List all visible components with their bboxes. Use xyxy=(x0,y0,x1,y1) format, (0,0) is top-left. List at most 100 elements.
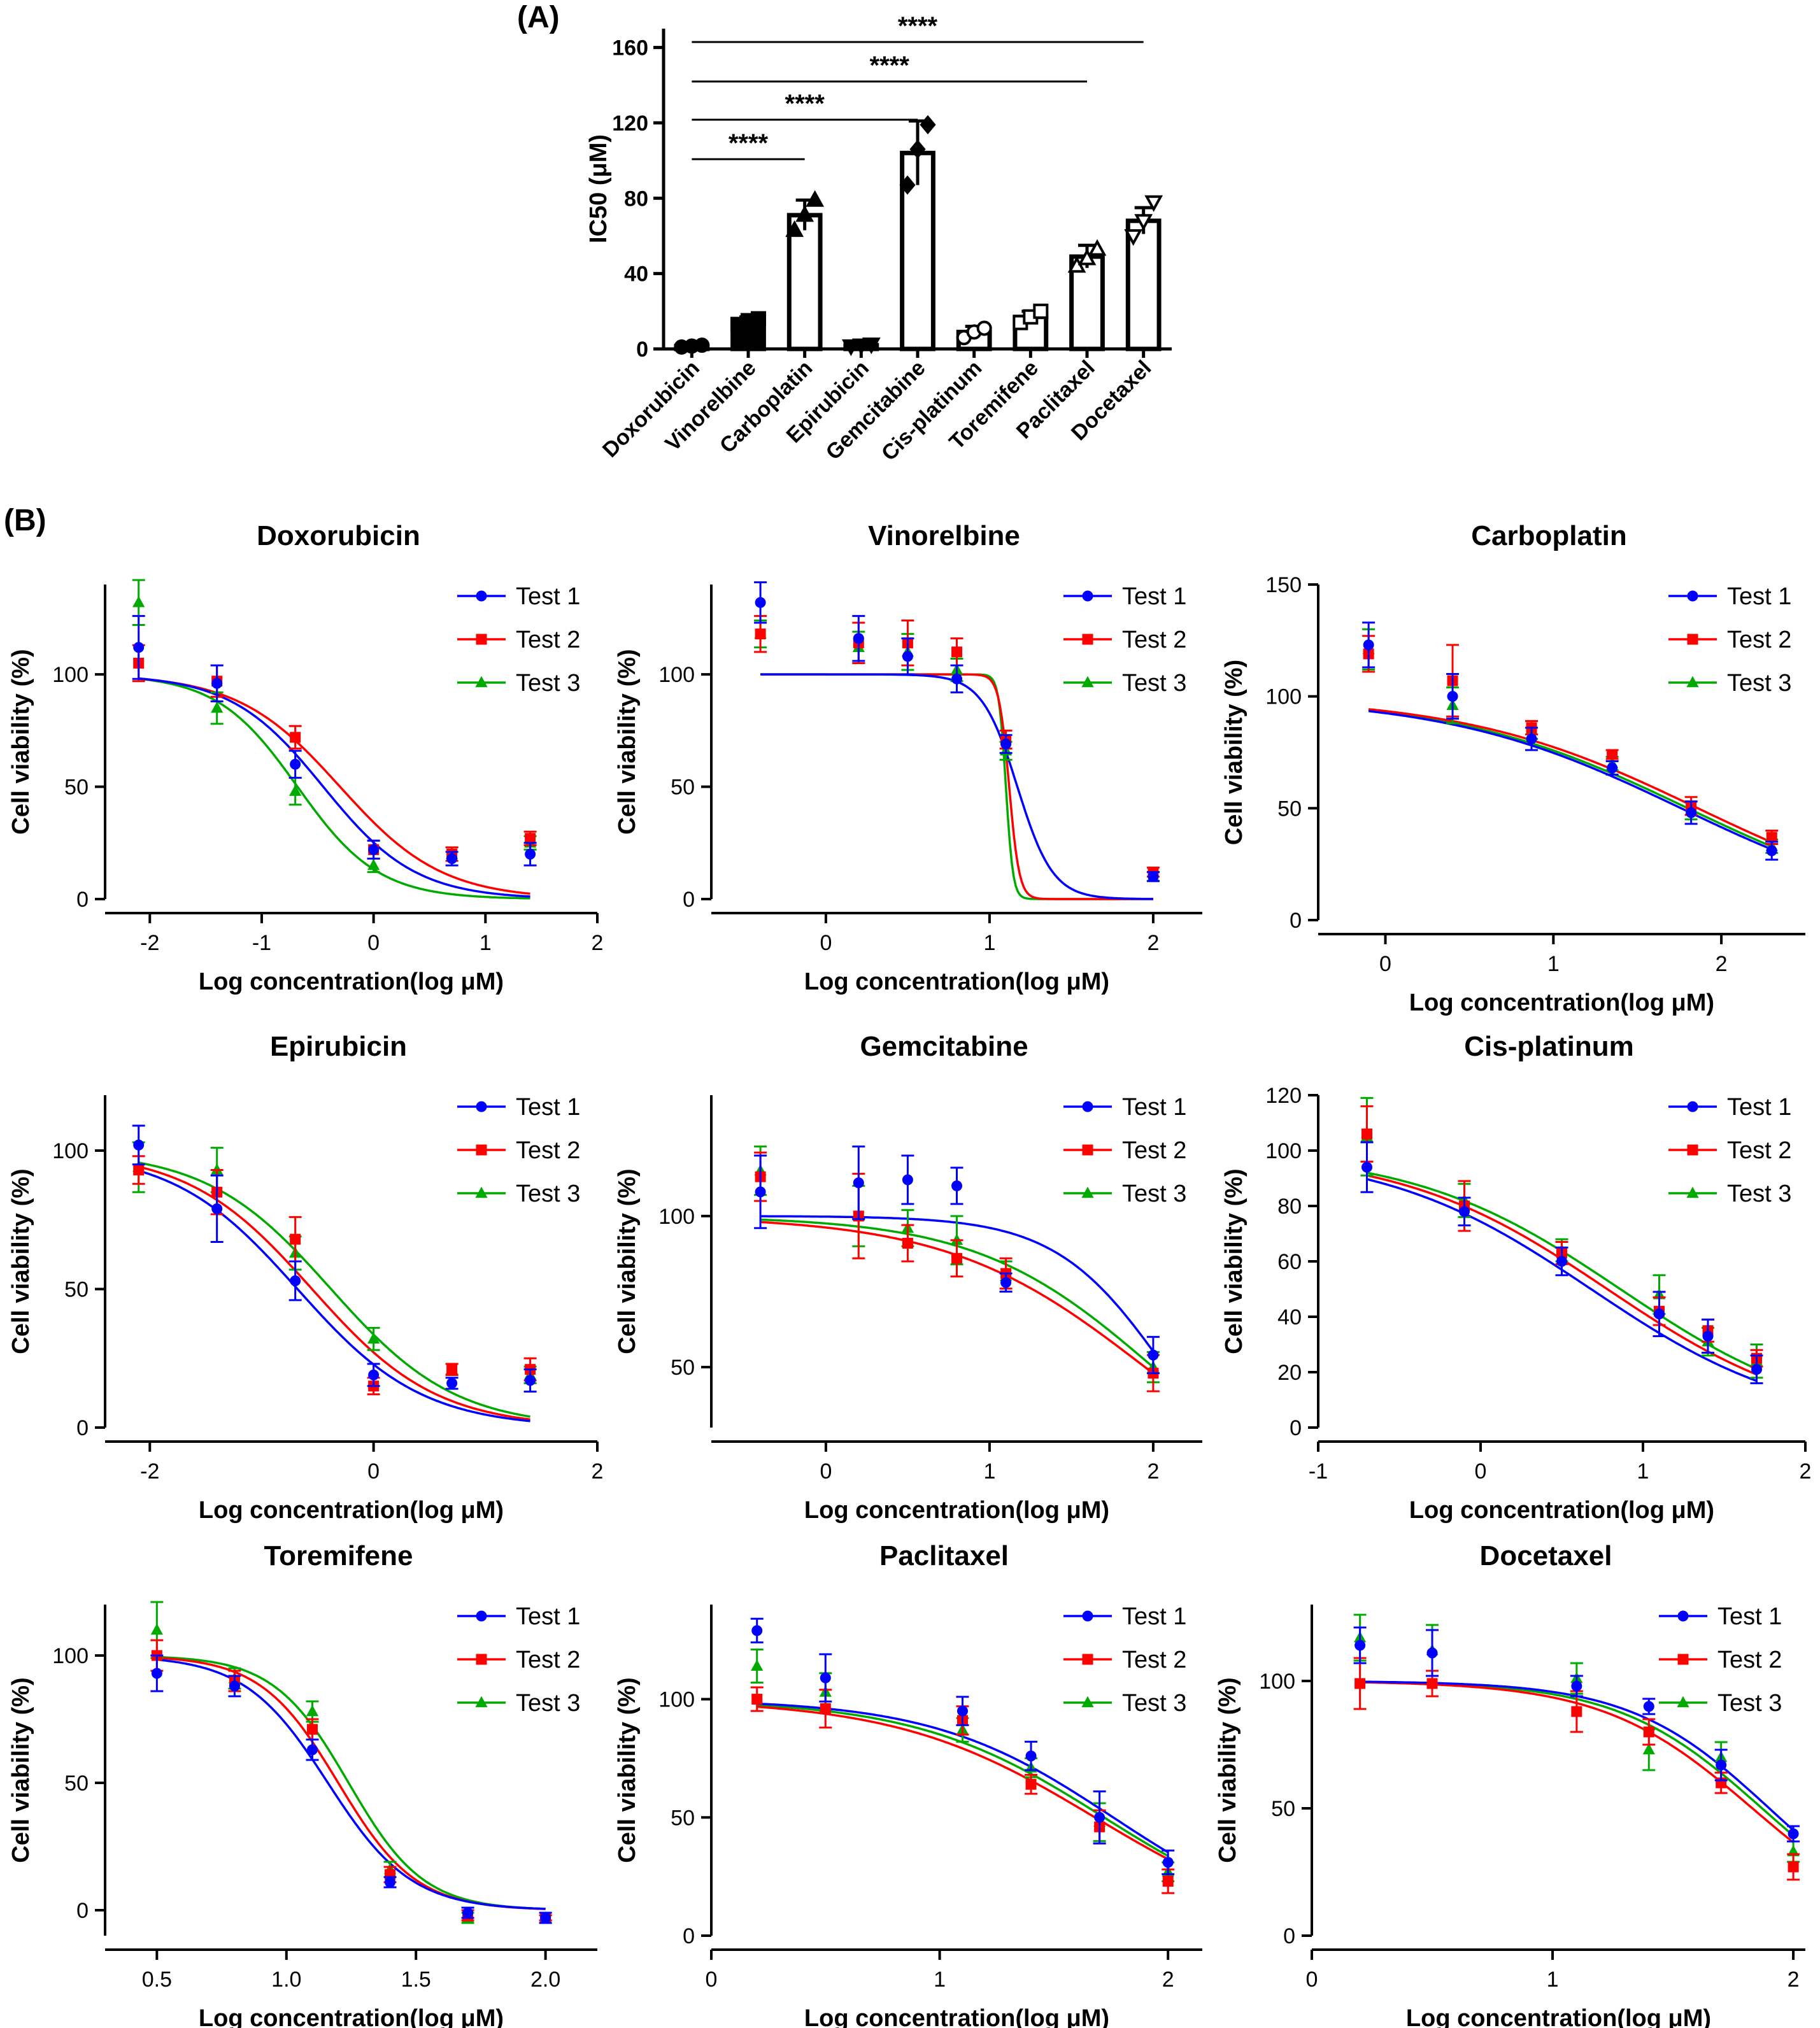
y-tick-label: 50 xyxy=(64,1278,89,1302)
x-tick-label: 1.0 xyxy=(271,1968,301,1992)
y-tick-label: 50 xyxy=(671,776,695,800)
x-tick-label: 2 xyxy=(592,1459,604,1484)
x-axis-label: Log concentration(log μM) xyxy=(199,2005,504,2028)
x-tick-label: Doxorubicin xyxy=(598,356,704,462)
data-point xyxy=(1361,1161,1372,1173)
legend-label: Test 1 xyxy=(1122,1603,1186,1630)
y-tick-label: 50 xyxy=(64,776,89,800)
legend-label: Test 2 xyxy=(1727,1137,1791,1164)
legend-label: Test 2 xyxy=(1727,627,1791,653)
replicate-point xyxy=(795,205,814,222)
y-axis-label: Cell viability (%) xyxy=(8,1168,34,1354)
replicate-point xyxy=(899,175,916,195)
data-point xyxy=(755,597,766,608)
legend-label: Test 1 xyxy=(1122,583,1186,610)
replicate-point xyxy=(841,339,860,357)
fit-curve xyxy=(1368,709,1772,851)
legend-marker xyxy=(1081,1186,1094,1198)
y-tick-label: 100 xyxy=(1265,1139,1302,1163)
data-point xyxy=(446,853,458,864)
y-tick-label: 0 xyxy=(76,1416,89,1440)
legend-label: Test 2 xyxy=(1122,1647,1186,1673)
x-axis-label: Log concentration(log μM) xyxy=(804,2005,1109,2028)
data-point xyxy=(755,1186,766,1198)
x-axis-label: Log concentration(log μM) xyxy=(1406,2005,1711,2028)
replicate-point xyxy=(1033,303,1049,319)
x-tick-label: 2 xyxy=(592,931,604,955)
data-point xyxy=(1788,1861,1799,1873)
legend-marker xyxy=(1082,1144,1093,1156)
replicate-point xyxy=(694,337,710,353)
y-tick-label: 150 xyxy=(1265,573,1302,597)
data-point xyxy=(1000,1277,1012,1288)
legend-marker xyxy=(1082,1610,1093,1622)
data-point xyxy=(150,1623,164,1635)
legend-label: Test 1 xyxy=(1717,1603,1782,1630)
toremifene-dose-response-chart: Toremifene 0 50 100 0.5 1.0 1.5 2.0 Log concentr… xyxy=(8,1540,597,2028)
legend-marker xyxy=(475,676,488,688)
y-tick-label: 80 xyxy=(1277,1195,1302,1219)
data-point xyxy=(951,1180,962,1191)
y-tick-label: 50 xyxy=(1277,797,1302,821)
replicate-point xyxy=(909,139,926,159)
y-tick-label: 40 xyxy=(1277,1305,1302,1330)
x-tick-label: 1 xyxy=(934,1968,946,1992)
y-tick-label: 100 xyxy=(52,1644,89,1668)
legend-marker xyxy=(1677,1696,1689,1708)
legend-marker xyxy=(476,1654,487,1665)
chart-title: Docetaxel xyxy=(1480,1540,1612,1571)
data-point xyxy=(1702,1330,1714,1342)
x-tick-label: 2 xyxy=(1716,952,1728,976)
data-point xyxy=(211,677,223,689)
x-tick-label: 0 xyxy=(367,931,380,955)
replicate-point xyxy=(806,190,825,207)
x-tick-label: -1 xyxy=(1309,1459,1328,1484)
data-point xyxy=(1766,845,1777,856)
x-tick-label: 0 xyxy=(1475,1459,1487,1484)
data-point xyxy=(1607,749,1618,760)
x-axis-label: Log concentration(log μM) xyxy=(199,968,504,995)
x-tick-label: 2 xyxy=(1788,1968,1800,1992)
data-point xyxy=(1716,1759,1727,1771)
x-tick-label: 2 xyxy=(1800,1459,1812,1484)
y-tick-label: 100 xyxy=(658,663,695,687)
fit-curve xyxy=(138,1169,530,1422)
data-point xyxy=(289,784,302,796)
x-tick-label: 0 xyxy=(820,931,832,955)
legend-label: Test 3 xyxy=(516,1181,580,1207)
legend-marker xyxy=(1687,590,1698,602)
y-tick-label: 100 xyxy=(52,663,89,687)
y-tick-label: 60 xyxy=(1277,1250,1302,1274)
data-point xyxy=(229,1680,240,1692)
data-point xyxy=(446,1377,458,1389)
fit-curve xyxy=(1368,709,1772,848)
y-tick-label: 40 xyxy=(624,262,648,287)
y-axis-label: Cell viability (%) xyxy=(1221,1168,1248,1354)
data-point xyxy=(853,633,864,644)
legend-label: Test 2 xyxy=(1122,627,1186,653)
chart-title: Vinorelbine xyxy=(868,520,1020,551)
data-point xyxy=(755,628,766,640)
data-point xyxy=(1094,1812,1106,1823)
y-tick-label: 100 xyxy=(658,1688,695,1712)
legend-marker xyxy=(1687,634,1698,645)
replicate-point xyxy=(751,311,766,327)
vinorelbine-dose-response-chart: Vinorelbine 0 50 100 0 1 2 Log concentration(lo… xyxy=(614,520,1202,995)
data-point xyxy=(1643,1726,1654,1738)
x-tick-label: 2 xyxy=(1162,1968,1174,1992)
x-tick-label: 2 xyxy=(1147,931,1159,955)
y-tick-label: 0 xyxy=(76,888,89,912)
x-tick-label: 1 xyxy=(1547,1968,1559,1992)
y-tick-label: 80 xyxy=(624,187,648,211)
fit-curve xyxy=(157,1656,546,1910)
chart-title: Gemcitabine xyxy=(860,1031,1028,1062)
legend-marker xyxy=(1686,676,1699,688)
y-tick-label: 100 xyxy=(658,1205,695,1229)
y-axis-label: Cell viability (%) xyxy=(614,1168,641,1354)
panel-b-label: (B) xyxy=(4,504,46,537)
data-point xyxy=(1025,1750,1037,1762)
data-point xyxy=(1642,1743,1655,1755)
legend-label: Test 3 xyxy=(516,670,580,697)
fit-curve xyxy=(1368,708,1772,844)
data-point xyxy=(540,1912,551,1924)
